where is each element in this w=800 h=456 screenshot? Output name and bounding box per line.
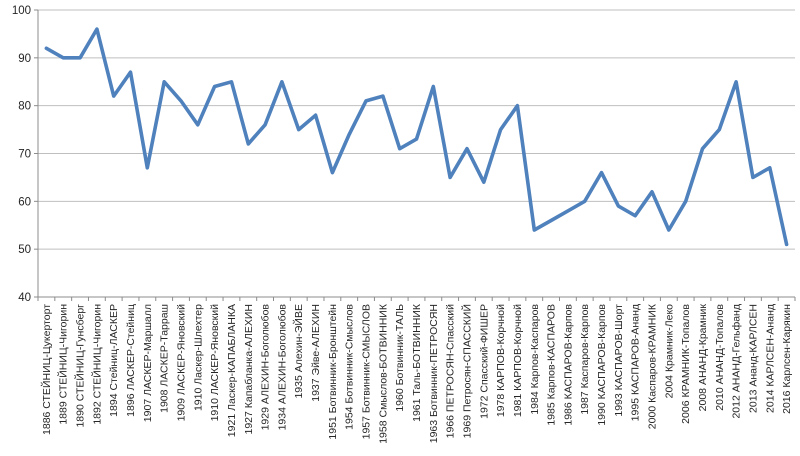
x-axis-label: 2013 Ананд-КАРЛСЕН bbox=[747, 304, 759, 413]
x-axis-label: 1954 Ботвинник-Смыслов bbox=[344, 304, 356, 430]
y-axis-label: 40 bbox=[18, 292, 31, 304]
x-axis-label: 2008 АНАНД-Крамник bbox=[697, 304, 709, 412]
x-axis-label: 1889 СТЕЙНИЦ-Чигорин bbox=[57, 304, 70, 425]
x-axis-label: 2006 КРАМНИК-Топалов bbox=[680, 304, 692, 424]
x-axis-label: 1981 КАРПОВ-Корчной bbox=[512, 304, 524, 417]
y-axis-label: 90 bbox=[18, 53, 31, 65]
y-axis-label: 60 bbox=[18, 196, 31, 208]
x-axis-label: 1894 Стейниц-ЛАСКЕР bbox=[108, 304, 120, 417]
x-axis-label: 2014 КАРЛСЕН-Ананд bbox=[764, 304, 776, 413]
x-axis-label: 1892 СТЕЙНИЦ-Чигорин bbox=[90, 304, 103, 425]
x-axis-label: 1995 КАСПАРОВ-Ананд bbox=[630, 304, 642, 421]
y-axis-label: 100 bbox=[12, 5, 31, 17]
x-axis-label: 1985 Карпов-КАСПАРОВ bbox=[546, 304, 558, 426]
y-axis-label: 70 bbox=[18, 149, 31, 161]
x-axis-label: 1990 КАСПАРОВ-Карпов bbox=[596, 304, 608, 426]
x-axis-label: 1951 Ботвинник-Бронштейн bbox=[327, 304, 339, 440]
x-axis-label: 1960 Ботвинник-ТАЛЬ bbox=[394, 304, 406, 412]
x-axis-label: 1907 ЛАСКЕР-Маршалл bbox=[142, 304, 154, 422]
x-axis-label: 2000 Каспаров-КРАМНИК bbox=[647, 303, 659, 429]
x-axis-label: 1993 КАСПАРОВ-Шорт bbox=[613, 304, 625, 417]
x-axis-label: 2016 Карлсен-Карякин bbox=[781, 304, 793, 414]
x-axis-label: 1910 ЛАСКЕР-Яновский bbox=[209, 304, 221, 422]
x-axis-label: 1910 Ласкер-Шлехтер bbox=[192, 304, 204, 411]
x-axis-label: 1984 Карпов-Каспаров bbox=[529, 304, 541, 415]
x-axis-label: 1886 СТЕЙНИЦ-Цукерторт bbox=[40, 304, 53, 435]
x-axis-label: 1972 Спасский-ФИШЕР bbox=[478, 304, 490, 419]
x-axis-label: 1929 АЛЕХИН-Боголюбов bbox=[260, 304, 272, 431]
x-axis-label: 1978 КАРПОВ-Корчной bbox=[495, 304, 507, 417]
x-axis-label: 1963 Ботвинник-ПЕТРОСЯН bbox=[428, 304, 440, 443]
x-axis-label: 2004 Крамник-Леко bbox=[663, 304, 675, 398]
x-axis-label: 1908 ЛАСКЕР-Тарраш bbox=[159, 304, 171, 413]
x-axis-label: 1961 Таль-БОТВИННИК bbox=[411, 303, 423, 422]
x-axis-label: 1927 Капабланка-АЛЕХИН bbox=[243, 304, 255, 435]
data-series-line bbox=[44, 27, 789, 247]
x-axis-label: 1935 Алехин-ЭЙВЕ bbox=[292, 304, 305, 399]
x-axis-label: 1969 Петросян-СПАССКИЙ bbox=[460, 304, 473, 438]
x-axis-label: 2010 АНАНД-Топалов bbox=[714, 304, 726, 411]
x-axis-label: 1937 Эйве-АЛЕХИН bbox=[310, 304, 322, 402]
x-axis-label: 1957 Ботвинник-СМЫСЛОВ bbox=[361, 304, 373, 439]
x-axis-label: 1966 ПЕТРОСЯН-Спасский bbox=[445, 304, 457, 438]
x-axis-label: 1909 ЛАСКЕР-Яновский bbox=[175, 304, 187, 422]
x-axis-label: 1986 КАСПАРОВ-Карпов bbox=[562, 304, 574, 426]
x-axis-label: 1890 СТЕЙНИЦ-Гунсберг bbox=[74, 304, 87, 428]
x-axis-label: 1958 Смыслов-БОТВИННИК bbox=[377, 303, 389, 444]
x-axis-label: 1896 ЛАСКЕР-Стейниц bbox=[125, 304, 137, 417]
x-axis-label: 1934 АЛЕХИН-Боголюбов bbox=[276, 304, 288, 431]
x-axis-label: 1921 Ласкер-КАПАБЛАНКА bbox=[226, 304, 238, 437]
y-axis-label: 50 bbox=[18, 244, 31, 256]
x-axis-label: 1987 Каспаров-Карпов bbox=[579, 304, 591, 415]
x-axis-label: 2012 АНАНД-Гельфанд bbox=[731, 304, 743, 419]
y-axis-label: 80 bbox=[18, 101, 31, 113]
